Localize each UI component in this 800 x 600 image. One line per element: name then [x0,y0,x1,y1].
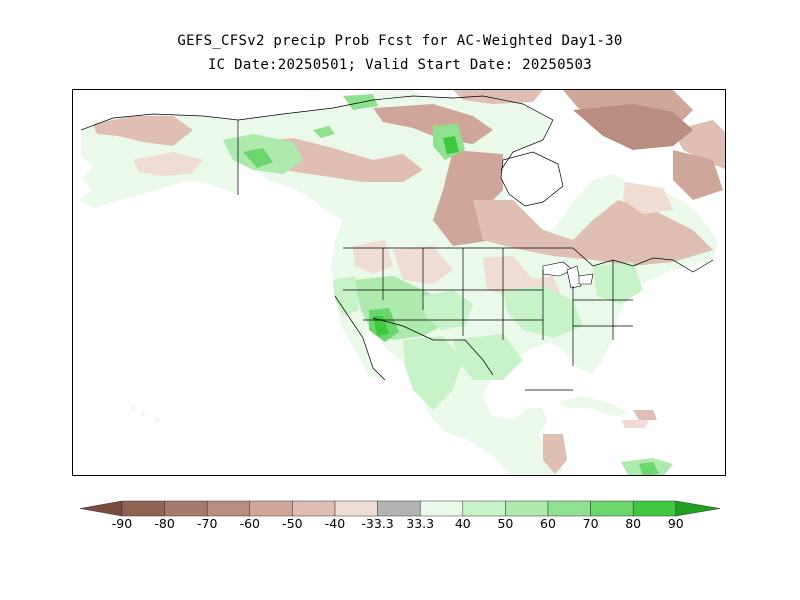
legend-tick-label: 70 [582,516,599,531]
boundary-lines [80,95,714,391]
legend-tick-label: -33.3 [361,516,394,531]
above-normal-areas [223,94,673,475]
legend-tick-label: -90 [111,516,133,531]
legend-swatch [547,500,591,517]
legend-tick-label: -60 [239,516,261,531]
legend-swatch [590,500,634,517]
legend-swatch [377,500,421,517]
legend-tick-label: 90 [667,516,684,531]
water-bodies [500,151,594,289]
legend-swatch [462,500,506,517]
legend-swatch [249,500,293,517]
below-normal-areas [93,104,723,474]
chart-title: GEFS_CFSv2 precip Prob Fcst for AC-Weigh… [177,33,623,49]
legend-tick-label: -50 [282,516,303,531]
legend-tick-label: -40 [324,516,346,531]
legend-tick-label: 33.3 [406,516,435,531]
legend-tick-label: 50 [497,516,514,531]
legend-tick-label: 40 [454,516,471,531]
legend-swatch [292,500,336,517]
legend-tick-label: -80 [154,516,175,531]
legend-swatch [206,500,251,517]
legend-arrow-high [675,500,721,517]
legend-swatch [334,500,378,517]
legend-tick-label: 60 [540,516,556,531]
legend-swatch [632,500,677,517]
forecast-map [72,89,726,476]
legend-tick-label: -70 [196,516,218,531]
legend-swatch [121,500,165,517]
legend-swatch [505,500,549,517]
legend-swatch [419,500,464,517]
legend-tick-label: 80 [625,516,642,531]
legend-swatch [164,500,208,517]
legend-arrow-low [79,500,123,517]
chart-subtitle: IC Date:20250501; Valid Start Date: 2025… [207,57,593,73]
